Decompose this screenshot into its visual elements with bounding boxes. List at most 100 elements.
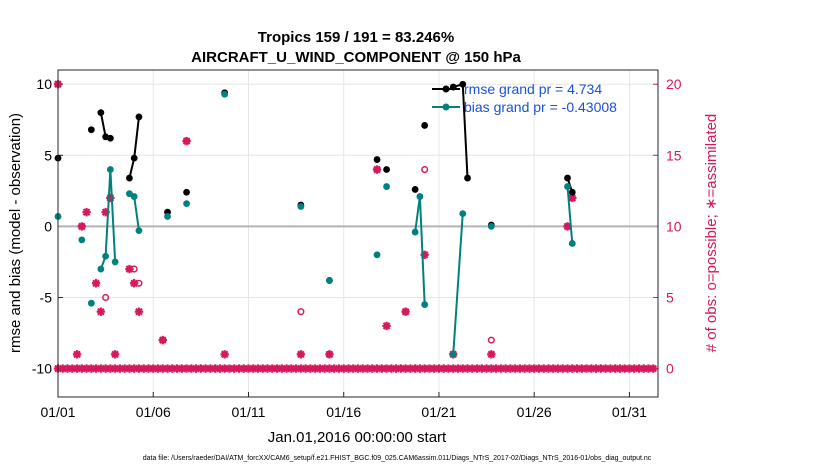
y-right-tick-label: 10 (666, 218, 682, 234)
obs-assimilated-zero-marker (529, 364, 539, 373)
obs-assimilated-marker (487, 350, 496, 359)
obs-assimilated-zero-marker (553, 364, 563, 373)
obs-possible-marker (135, 279, 143, 287)
legend-label-rmse: rmse grand pr = 4.734 (464, 81, 602, 97)
obs-assimilated-zero-marker (339, 364, 348, 373)
obs-assimilated-zero-marker (444, 364, 453, 373)
y-right-tick-label: 15 (666, 147, 682, 163)
obs-assimilated-zero-marker (263, 364, 272, 373)
rmse-point (459, 80, 467, 88)
obs-assimilated-zero-marker (282, 364, 291, 373)
obs-assimilated-zero-marker (77, 364, 87, 373)
obs-assimilated-zero-marker (620, 364, 629, 373)
rmse-point (464, 174, 471, 182)
obs-assimilated-zero-marker (582, 364, 591, 373)
bias-point (416, 193, 424, 200)
obs-assimilated-marker (158, 335, 167, 345)
obs-assimilated-zero-marker (563, 364, 572, 373)
obs-assimilated-zero-marker (515, 364, 525, 373)
obs-possible-marker (325, 350, 333, 358)
rmse-point (130, 154, 138, 162)
obs-assimilated-zero-marker (153, 364, 163, 373)
plot-marks (53, 80, 658, 373)
obs-assimilated-zero-marker (396, 364, 406, 373)
x-tick-label: 01/01 (40, 404, 75, 420)
obs-assimilated-zero-marker (106, 364, 115, 373)
obs-possible-marker (297, 308, 305, 316)
obs-assimilated-zero-marker (649, 364, 658, 373)
bias-point (183, 200, 190, 208)
obs-assimilated-zero-marker (72, 364, 82, 373)
obs-possible-marker (373, 165, 381, 174)
obs-assimilated-zero-marker (234, 364, 244, 373)
bias-point (106, 166, 114, 173)
obs-assimilated-zero-marker (320, 364, 329, 373)
obs-assimilated-zero-marker (429, 364, 439, 373)
obs-assimilated-zero-marker (363, 364, 372, 373)
rmse-point (383, 166, 390, 173)
y-right-tick-label: 0 (666, 361, 674, 377)
obs-assimilated-zero-marker (601, 364, 610, 373)
axis-ticks: 01/01 01/06 01/11 01/16 01/21 01/26 01/31 -10 -5… (32, 76, 682, 420)
obs-assimilated-zero-marker (358, 364, 367, 373)
obs-assimilated-zero-marker (391, 364, 401, 373)
obs-assimilated-zero-marker (591, 364, 601, 373)
obs-assimilated-zero-marker (187, 364, 196, 373)
obs-assimilated-zero-marker (163, 364, 172, 373)
obs-assimilated-zero-marker (182, 364, 191, 373)
bias-point (221, 90, 229, 98)
bias-point (130, 193, 138, 200)
bias-point (421, 301, 429, 308)
obs-assimilated-zero-marker (91, 364, 101, 373)
obs-assimilated-zero-marker (549, 364, 558, 373)
plot-frame (57, 69, 659, 398)
obs-assimilated-zero-marker (506, 364, 515, 373)
obs-assimilated-zero-marker (487, 364, 496, 373)
obs-assimilated-marker (72, 350, 82, 359)
bias-point (297, 203, 305, 210)
obs-assimilated-marker (401, 307, 410, 316)
obs-assimilated-zero-marker (191, 364, 201, 373)
obs-assimilated-zero-marker (249, 364, 258, 373)
legend-marker-bias (442, 103, 450, 111)
obs-assimilated-zero-marker (239, 364, 248, 373)
obs-assimilated-zero-marker (353, 364, 363, 373)
obs-assimilated-zero-marker (87, 364, 96, 373)
rmse-point (87, 126, 95, 134)
x-tick-label: 01/11 (231, 404, 265, 420)
obs-assimilated-zero-marker (296, 364, 306, 373)
x-tick-label: 01/26 (517, 404, 552, 420)
bias-point (135, 227, 143, 235)
obs-assimilated-marker (568, 193, 577, 203)
obs-assimilated-zero-marker (201, 364, 210, 373)
obs-assimilated-marker (182, 136, 191, 146)
y-left-tick-label: 5 (44, 147, 52, 163)
bias-point (411, 228, 419, 236)
obs-assimilated-zero-marker (463, 364, 472, 373)
obs-assimilated-zero-marker (425, 364, 434, 373)
legend-marker-rmse (442, 85, 450, 93)
obs-assimilated-zero-marker (410, 364, 420, 373)
obs-assimilated-zero-marker (644, 364, 653, 373)
obs-assimilated-zero-marker (639, 364, 648, 373)
bias-line-segment (99, 169, 117, 270)
obs-assimilated-zero-marker (344, 364, 353, 373)
obs-possible-marker (421, 165, 429, 174)
obs-assimilated-zero-marker (177, 364, 187, 373)
obs-assimilated-zero-marker (168, 364, 177, 373)
obs-assimilated-zero-marker (568, 364, 577, 373)
obs-assimilated-marker (125, 264, 134, 274)
obs-possible-marker (402, 308, 410, 316)
x-tick-label: 01/21 (421, 404, 456, 420)
obs-assimilated-zero-marker (210, 364, 220, 373)
bias-point (111, 258, 119, 266)
obs-assimilated-zero-marker (253, 364, 263, 373)
rmse-point (126, 174, 133, 182)
obs-assimilated-zero-marker (158, 364, 167, 373)
obs-assimilated-marker (372, 165, 382, 174)
obs-assimilated-zero-marker (272, 364, 282, 373)
obs-assimilated-zero-marker (382, 364, 391, 373)
obs-assimilated-zero-marker (615, 364, 625, 373)
obs-assimilated-zero-marker (268, 364, 277, 373)
obs-possible-marker (487, 336, 495, 344)
